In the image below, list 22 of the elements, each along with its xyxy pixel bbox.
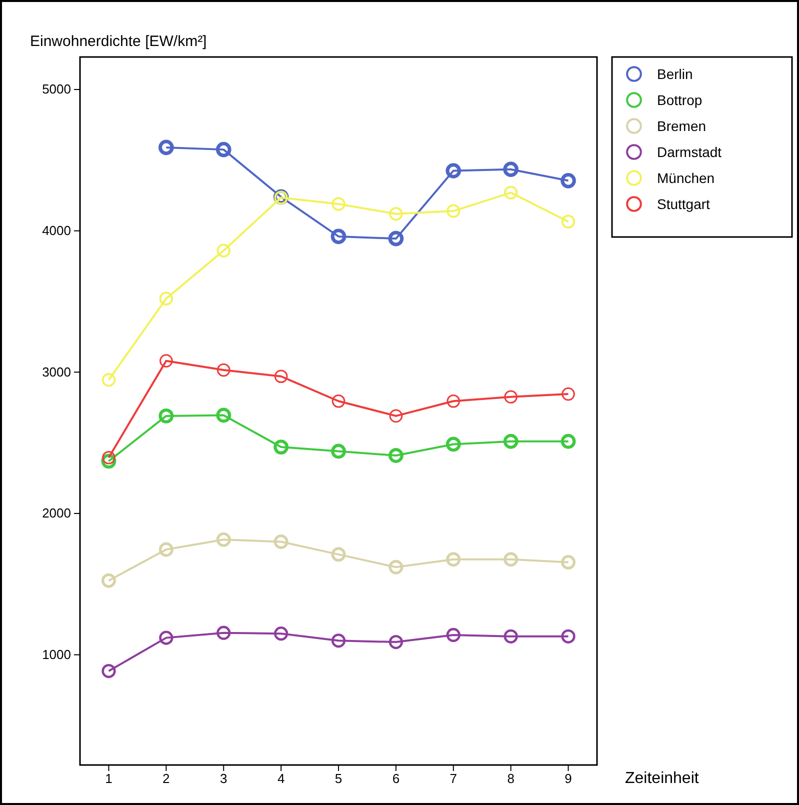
legend-label: Stuttgart [657, 196, 710, 212]
x-tick-label: 8 [507, 771, 514, 786]
legend-label: Bremen [657, 118, 706, 134]
x-tick-label: 2 [162, 771, 170, 786]
y-axis-title: Einwohnerdichte [EW/km²] [30, 33, 207, 50]
x-tick-label: 1 [105, 771, 112, 786]
x-tick-label: 6 [392, 771, 400, 786]
y-tick-label: 3000 [42, 364, 71, 380]
legend-label: Bottrop [657, 92, 702, 108]
x-tick-label: 5 [334, 771, 342, 786]
legend-label: München [657, 170, 715, 186]
y-tick-label: 5000 [42, 82, 71, 97]
x-tick-label: 9 [564, 771, 572, 786]
legend-label: Darmstadt [657, 144, 722, 160]
y-tick-label: 2000 [42, 506, 71, 521]
x-tick-label: 7 [450, 771, 458, 786]
legend-label: Berlin [657, 66, 693, 82]
x-tick-label: 4 [277, 771, 285, 786]
x-tick-label: 3 [220, 771, 228, 786]
y-tick-label: 4000 [42, 222, 71, 238]
x-axis-title: Zeiteinheit [625, 770, 700, 787]
y-tick-label: 1000 [42, 646, 71, 662]
